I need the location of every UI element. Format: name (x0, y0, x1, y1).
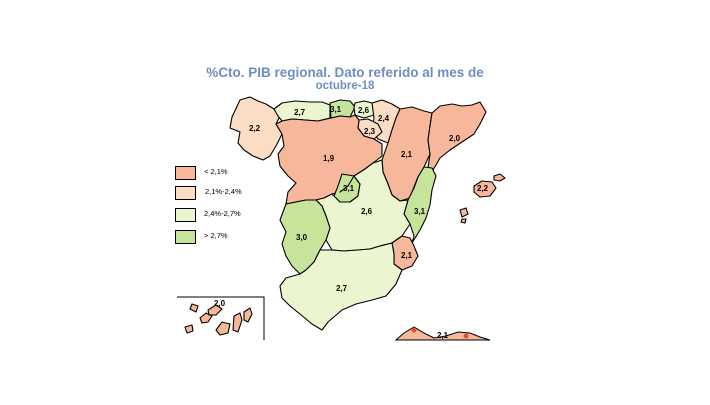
value-madrid: 3,1 (343, 184, 355, 193)
value-la-rioja: 2,3 (364, 127, 376, 136)
melilla-dot (463, 333, 469, 339)
legend-label-21-24: 2,1%-2,4% (205, 187, 242, 196)
map-subtitle: octubre-18 (315, 80, 375, 92)
legend-swatch-lt21 (175, 166, 196, 180)
value-comunidad-valenciana: 3,1 (414, 207, 426, 216)
legend-item-lt21: < 2,1% (175, 164, 285, 180)
legend-label-gt27: > 2,7% (204, 231, 228, 240)
value-baleares: 2,2 (477, 184, 489, 193)
region-ceuta-melilla (394, 326, 491, 341)
value-cataluna: 2,0 (449, 134, 461, 143)
value-castilla-la-mancha: 2,6 (361, 207, 373, 216)
legend-item-21-24: 2,1%-2,4% (175, 184, 285, 200)
legend-label-24-27: 2,4%-2,7% (204, 209, 241, 218)
legend-item-24-27: 2,4%-2,7% (175, 206, 285, 222)
value-asturias: 2,7 (294, 108, 306, 117)
value-murcia: 2,1 (401, 251, 413, 260)
value-pais-vasco: 2,6 (358, 106, 370, 115)
region-andalucia (279, 242, 403, 331)
value-aragon: 2,1 (401, 150, 413, 159)
value-navarra: 2,4 (378, 114, 390, 123)
legend-label-lt21: < 2,1% (204, 167, 228, 176)
value-castilla-y-leon: 1,9 (323, 154, 335, 163)
region-canarias (184, 303, 253, 336)
value-canarias: 2,0 (214, 299, 226, 308)
value-galicia: 2,2 (249, 124, 261, 133)
region-galicia (229, 96, 283, 161)
value-ceuta-melilla: 2,1 (437, 331, 449, 340)
region-baleares (459, 173, 506, 224)
map-title: %Cto. PIB regional. Dato referido al mes… (206, 65, 484, 80)
legend-item-gt27: > 2,7% (175, 228, 285, 244)
legend-swatch-gt27 (175, 230, 196, 244)
ceuta-dot (411, 327, 417, 333)
value-extremadura: 3,0 (296, 233, 308, 242)
legend-swatch-21-24 (175, 186, 196, 200)
region-cataluna (427, 101, 487, 171)
value-cantabria: 3,1 (330, 105, 342, 114)
value-andalucia: 2,7 (336, 284, 348, 293)
legend-swatch-24-27 (175, 208, 196, 222)
canarias-frame (177, 296, 265, 340)
